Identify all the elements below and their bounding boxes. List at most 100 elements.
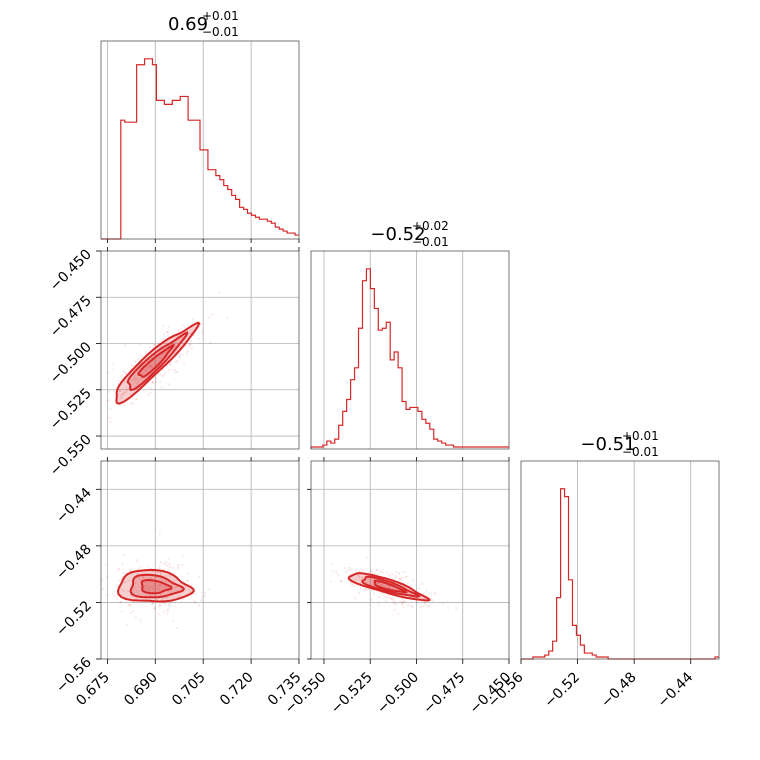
scatter-point [149, 346, 151, 349]
scatter-point [158, 605, 161, 608]
contour-line-level-2 [361, 575, 421, 598]
scatter-point [120, 395, 122, 398]
scatter-point [354, 597, 357, 600]
scatter-point [181, 597, 184, 600]
scatter-point [136, 372, 139, 374]
scatter-point [218, 291, 220, 294]
scatter-point [176, 329, 179, 332]
scatter-point [390, 577, 393, 580]
scatter-point [345, 570, 348, 573]
panel-title-1: 0.69 [168, 14, 208, 35]
scatter-point [186, 580, 189, 582]
scatter-point [381, 592, 384, 595]
scatter-point [188, 342, 191, 345]
scatter-point [386, 571, 389, 574]
scatter-point [375, 569, 378, 571]
scatter-point [210, 313, 213, 316]
scatter-point [148, 365, 151, 368]
scatter-point [146, 366, 149, 369]
scatter-point [165, 597, 168, 599]
scatter-point [340, 580, 343, 583]
scatter-point [139, 343, 142, 346]
scatter-point [365, 588, 367, 591]
scatter-point [153, 585, 156, 587]
scatter-point [124, 344, 126, 347]
scatter-point [348, 566, 351, 569]
scatter-point [142, 575, 144, 578]
scatter-point [136, 573, 139, 576]
scatter-point [160, 353, 163, 356]
scatter-point [389, 597, 392, 600]
scatter-point [130, 594, 133, 596]
contour-line-level-1 [347, 572, 431, 602]
scatter-point [138, 577, 141, 580]
scatter-point [340, 580, 343, 583]
scatter-point [425, 589, 428, 592]
scatter-point [107, 371, 110, 374]
scatter-point [166, 590, 169, 593]
scatter-point [119, 601, 122, 603]
scatter-point [144, 583, 147, 586]
scatter-point [144, 369, 147, 372]
scatter-point [178, 356, 181, 359]
scatter-point [370, 599, 373, 601]
scatter-point [174, 368, 176, 371]
scatter-point [165, 574, 168, 577]
scatter-point [331, 563, 334, 566]
scatter-point [152, 344, 155, 346]
scatter-point [158, 603, 161, 606]
scatter-point [430, 596, 432, 599]
scatter-point [378, 582, 381, 585]
scatter-point [393, 602, 396, 605]
scatter-point [153, 575, 156, 578]
scatter-point [124, 380, 127, 383]
scatter-point [151, 382, 154, 384]
scatter-point [151, 381, 154, 384]
contour-fill-level-3 [138, 345, 174, 377]
scatter-point [136, 378, 139, 381]
scatter-point [152, 570, 155, 573]
scatter-point [150, 577, 153, 580]
scatter-point [160, 366, 163, 368]
scatter-point [120, 377, 123, 380]
scatter-point [140, 354, 143, 357]
y-tick-label: −0.52 [53, 598, 95, 640]
scatter-point [201, 596, 204, 599]
scatter-point [344, 567, 346, 569]
contour-line-level-3 [137, 344, 175, 378]
scatter-point [155, 586, 157, 589]
scatter-point [373, 592, 375, 595]
scatter-point [406, 591, 409, 594]
scatter-point [141, 364, 144, 367]
scatter-point [116, 569, 119, 572]
scatter-point [150, 603, 153, 606]
scatter-point [176, 342, 179, 345]
scatter-point [167, 596, 170, 598]
scatter-point [365, 581, 368, 584]
scatter-point [108, 390, 110, 393]
panel-frame [310, 250, 510, 450]
scatter-point [385, 599, 388, 602]
scatter-point [173, 579, 176, 582]
scatter-point [120, 394, 123, 396]
scatter-point [392, 588, 394, 591]
scatter-point [161, 599, 164, 602]
panel-title-lower-2: −0.01 [412, 235, 449, 249]
x-tick-label: 0.690 [121, 669, 161, 709]
scatter-point [132, 601, 134, 603]
scatter-point [401, 598, 404, 601]
scatter-point [160, 582, 162, 585]
scatter-point [380, 584, 383, 587]
scatter-point [400, 577, 403, 580]
scatter-point [120, 397, 123, 400]
scatter-point [405, 575, 408, 578]
scatter-point [379, 570, 382, 573]
scatter-point [131, 397, 134, 400]
y-tick-label: −0.500 [47, 339, 95, 387]
scatter-point [376, 569, 379, 571]
scatter-point [164, 341, 167, 344]
scatter-point [105, 563, 108, 566]
scatter-point [121, 587, 123, 590]
scatter-point [154, 583, 156, 586]
scatter-point [149, 365, 152, 368]
